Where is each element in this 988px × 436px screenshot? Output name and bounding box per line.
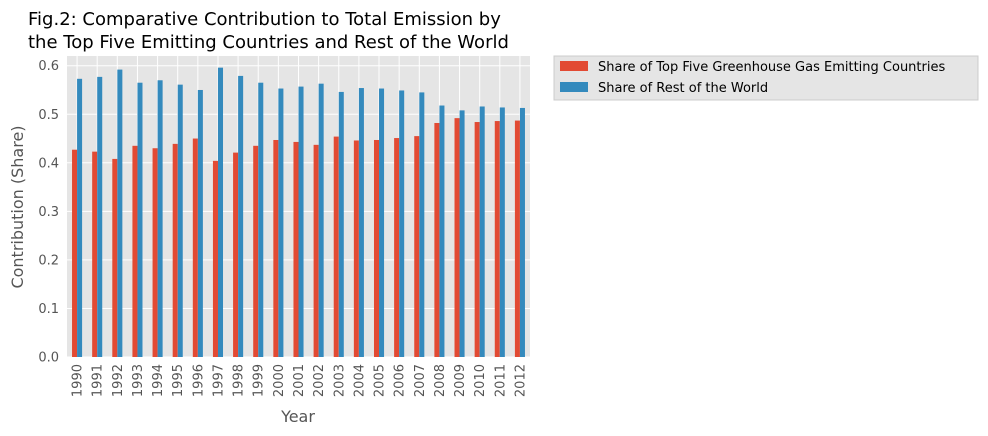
bar-top-five-2012 (514, 120, 520, 357)
x-tick-label-1991: 1991 (91, 364, 106, 397)
y-tick-label: 0.0 (38, 351, 59, 366)
y-tick-label: 0.5 (38, 108, 59, 123)
x-tick-label-2007: 2007 (413, 364, 428, 397)
bar-top-five-2010 (474, 122, 480, 357)
bars (72, 67, 525, 358)
bar-rest-of-world-2005 (379, 88, 385, 358)
x-tick-label-2011: 2011 (493, 364, 508, 397)
bar-top-five-1992 (112, 158, 118, 357)
bar-top-five-2000 (273, 139, 279, 357)
bar-rest-of-world-2003 (338, 91, 344, 357)
y-axis-ticks: 0.0 0.1 0.2 0.3 0.4 0.5 0.6 (38, 59, 59, 365)
bar-rest-of-world-2012 (519, 107, 525, 357)
legend-swatch-rest-of-world (560, 82, 588, 92)
x-tick-label-1998: 1998 (232, 364, 247, 397)
chart-title-line-2: the Top Five Emitting Countries and Rest… (28, 32, 509, 53)
bar-rest-of-world-1993 (137, 82, 143, 358)
legend-label-rest-of-world: Share of Rest of the World (598, 81, 768, 96)
bar-rest-of-world-2008 (439, 105, 445, 358)
x-tick-label-2002: 2002 (312, 364, 327, 397)
x-tick-label-1996: 1996 (191, 364, 206, 397)
bar-top-five-1990 (72, 149, 78, 357)
bar-top-five-2007 (414, 136, 420, 357)
legend-swatch-top-five (560, 61, 588, 71)
x-tick-label-2001: 2001 (292, 364, 307, 397)
bar-rest-of-world-1999 (258, 82, 264, 358)
x-tick-label-1992: 1992 (111, 364, 126, 397)
bar-rest-of-world-2004 (358, 88, 364, 358)
bar-rest-of-world-2010 (479, 106, 485, 357)
bar-top-five-1991 (92, 151, 98, 357)
x-tick-label-2008: 2008 (433, 364, 448, 397)
bar-top-five-1999 (253, 145, 259, 357)
x-tick-label-2004: 2004 (352, 364, 367, 397)
bar-top-five-2005 (373, 139, 380, 357)
bar-top-five-1998 (233, 152, 239, 357)
bar-top-five-2008 (434, 122, 440, 358)
bar-top-five-2009 (454, 118, 460, 357)
x-axis-label: Year (280, 407, 315, 426)
chart-title-line-1: Fig.2: Comparative Contribution to Total… (28, 9, 501, 30)
bar-rest-of-world-1995 (177, 84, 183, 357)
y-tick-label: 0.4 (38, 156, 59, 171)
y-tick-label: 0.6 (38, 59, 59, 74)
bar-top-five-2002 (313, 144, 319, 357)
y-tick-label: 0.1 (38, 302, 59, 317)
bar-rest-of-world-2000 (278, 88, 284, 358)
bar-rest-of-world-1998 (238, 75, 244, 357)
x-tick-label-1995: 1995 (171, 364, 186, 397)
bar-top-five-1995 (172, 143, 178, 357)
bar-rest-of-world-1996 (197, 89, 203, 357)
x-tick-label-2005: 2005 (373, 364, 388, 397)
bar-top-five-2006 (394, 138, 400, 357)
x-tick-label-2006: 2006 (393, 364, 408, 397)
bar-top-five-1997 (212, 160, 218, 357)
x-axis-ticks: 1990 1991 1992 1993 1994 1995 1996 1997 1998 1999… (71, 364, 529, 397)
y-axis-label: Contribution (Share) (8, 125, 27, 288)
x-tick-label-1994: 1994 (151, 364, 166, 397)
bar-rest-of-world-2007 (419, 92, 425, 358)
bar-top-five-1993 (132, 145, 138, 357)
x-tick-label-2012: 2012 (513, 364, 528, 397)
x-tick-label-2003: 2003 (332, 364, 347, 397)
x-tick-label-2010: 2010 (473, 364, 488, 397)
bar-rest-of-world-2006 (399, 90, 405, 357)
legend-box (553, 55, 979, 101)
x-tick-label-1993: 1993 (131, 364, 146, 397)
bar-top-five-1996 (192, 138, 198, 357)
bar-rest-of-world-1992 (117, 69, 123, 357)
legend: Share of Top Five Greenhouse Gas Emittin… (553, 55, 979, 101)
bar-rest-of-world-2002 (318, 83, 324, 357)
bar-top-five-2003 (333, 136, 339, 357)
bar-rest-of-world-2001 (298, 86, 304, 358)
bar-top-five-2011 (494, 121, 500, 357)
bar-top-five-2001 (293, 141, 299, 357)
legend-label-top-five: Share of Top Five Greenhouse Gas Emittin… (598, 60, 945, 75)
x-tick-label-1990: 1990 (71, 364, 86, 397)
y-tick-label: 0.2 (38, 253, 59, 268)
x-tick-label-2000: 2000 (272, 364, 287, 397)
bar-rest-of-world-1994 (157, 80, 163, 357)
bar-top-five-2004 (353, 140, 359, 357)
bar-rest-of-world-1991 (97, 76, 103, 358)
y-tick-label: 0.3 (38, 205, 59, 220)
bar-top-five-1994 (152, 148, 158, 357)
bar-rest-of-world-2011 (499, 107, 505, 357)
bar-rest-of-world-1997 (217, 67, 224, 357)
bar-rest-of-world-2009 (459, 110, 465, 357)
bar-rest-of-world-1990 (77, 78, 83, 357)
x-tick-label-1999: 1999 (252, 364, 267, 397)
x-tick-label-1997: 1997 (211, 364, 226, 397)
x-tick-label-2009: 2009 (453, 364, 468, 397)
